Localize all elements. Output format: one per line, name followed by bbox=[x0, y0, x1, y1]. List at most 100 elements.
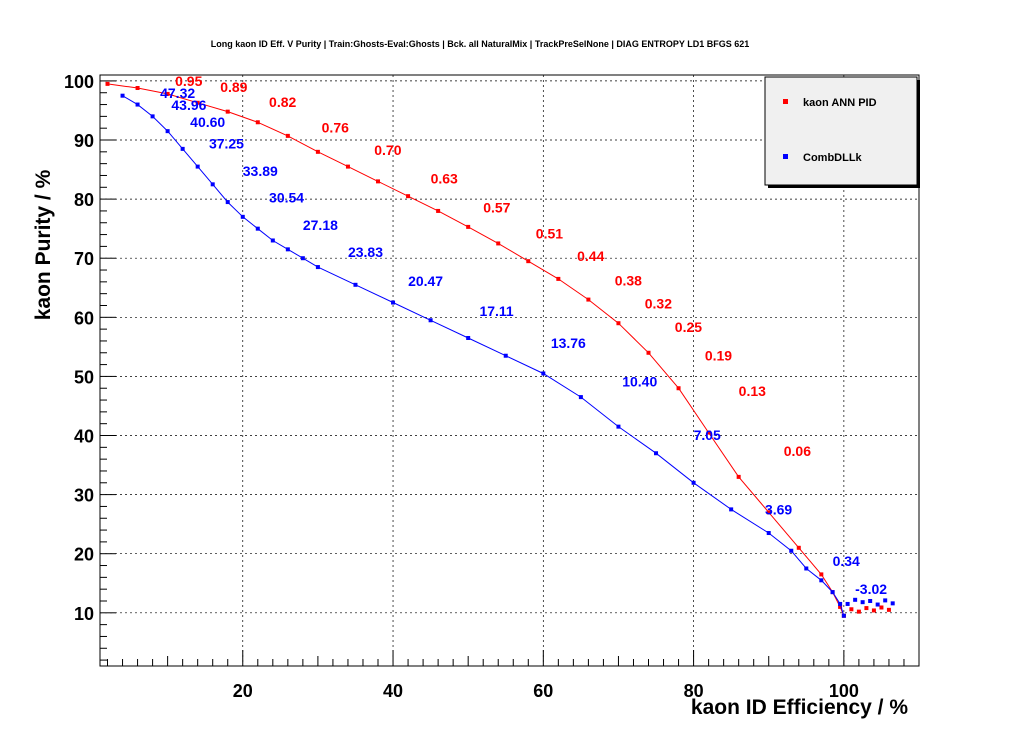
y-tick-label: 70 bbox=[74, 249, 94, 269]
series-line-dllk bbox=[122, 95, 845, 616]
data-point-dllk bbox=[180, 146, 185, 151]
cut-label-ann: 0.76 bbox=[322, 119, 349, 135]
cut-label-ann: 0.38 bbox=[615, 272, 642, 288]
y-tick-label: 100 bbox=[64, 72, 94, 92]
data-point-tail bbox=[871, 608, 876, 613]
y-tick-label: 50 bbox=[74, 367, 94, 387]
data-point-dllk bbox=[225, 200, 230, 205]
y-tick-label: 80 bbox=[74, 190, 94, 210]
data-point-ann bbox=[819, 572, 824, 577]
data-point-dllk bbox=[766, 531, 771, 536]
data-point-tail bbox=[853, 597, 858, 602]
data-point-tail bbox=[849, 607, 854, 612]
data-point-dllk bbox=[165, 129, 170, 134]
data-point-dllk bbox=[300, 256, 305, 261]
x-tick-label: 80 bbox=[684, 681, 704, 701]
data-point-tail bbox=[879, 605, 884, 610]
data-point-dllk bbox=[255, 226, 260, 231]
chart-layer: Long kaon ID Eff. V Purity | Train:Ghost… bbox=[32, 39, 920, 719]
plot-frame bbox=[99, 74, 920, 667]
data-point-dllk bbox=[841, 613, 846, 618]
y-tick-label: 40 bbox=[74, 427, 94, 447]
x-tick-label: 40 bbox=[383, 681, 403, 701]
cut-label-ann: 0.19 bbox=[705, 347, 732, 363]
data-point-ann bbox=[135, 86, 140, 91]
cut-label-dllk: 20.47 bbox=[408, 273, 443, 289]
x-tick-label: 100 bbox=[829, 681, 859, 701]
data-point-tail bbox=[875, 602, 880, 607]
data-point-ann bbox=[376, 179, 381, 184]
data-point-ann bbox=[195, 100, 200, 105]
data-point-dllk bbox=[830, 590, 835, 595]
cut-label-ann: 0.82 bbox=[269, 94, 296, 110]
data-point-ann bbox=[496, 241, 501, 246]
data-point-dllk bbox=[353, 282, 358, 287]
data-point-ann bbox=[736, 474, 741, 479]
data-point-ann bbox=[616, 321, 621, 326]
data-point-dllk bbox=[150, 114, 155, 119]
data-point-dllk bbox=[654, 451, 659, 456]
cut-label-dllk: 33.89 bbox=[243, 163, 278, 179]
data-point-dllk bbox=[135, 102, 140, 107]
cut-label-ann: 0.63 bbox=[431, 171, 458, 187]
data-point-ann bbox=[526, 259, 531, 264]
y-tick-label: 20 bbox=[74, 545, 94, 565]
data-point-tail bbox=[845, 601, 850, 606]
data-point-ann bbox=[285, 133, 290, 138]
data-point-tail bbox=[890, 601, 895, 606]
data-point-ann bbox=[315, 149, 320, 154]
data-point-ann bbox=[165, 91, 170, 96]
data-point-ann bbox=[646, 350, 651, 355]
data-point-ann bbox=[556, 276, 561, 281]
data-point-dllk bbox=[819, 578, 824, 583]
cut-label-dllk: 30.54 bbox=[269, 190, 304, 206]
data-point-ann bbox=[436, 208, 441, 213]
data-point-ann bbox=[676, 386, 681, 391]
data-point-tail bbox=[886, 607, 891, 612]
data-point-dllk bbox=[466, 335, 471, 340]
y-tick-label: 90 bbox=[74, 131, 94, 151]
data-point-tail bbox=[883, 598, 888, 603]
data-point-dllk bbox=[541, 371, 546, 376]
cut-label-dllk: 10.40 bbox=[622, 373, 657, 389]
cut-label-dllk: 27.18 bbox=[303, 217, 338, 233]
data-point-ann bbox=[838, 604, 843, 609]
x-tick-label: 20 bbox=[233, 681, 253, 701]
legend-label: kaon ANN PID bbox=[803, 97, 877, 109]
cut-label-dllk: 23.83 bbox=[348, 244, 383, 260]
chart-title: Long kaon ID Eff. V Purity | Train:Ghost… bbox=[211, 39, 750, 49]
data-point-dllk bbox=[838, 601, 843, 606]
data-point-tail bbox=[860, 600, 865, 605]
cut-label-dllk: 43.96 bbox=[171, 97, 206, 113]
data-point-ann bbox=[466, 224, 471, 229]
data-point-ann bbox=[706, 430, 711, 435]
data-point-dllk bbox=[391, 300, 396, 305]
cut-label-ann: 0.70 bbox=[374, 142, 401, 158]
data-point-tail bbox=[856, 609, 861, 614]
data-point-ann bbox=[796, 545, 801, 550]
legend-label: CombDLLk bbox=[803, 152, 863, 164]
cut-label-dllk: 17.11 bbox=[479, 303, 513, 319]
data-point-ann bbox=[255, 120, 260, 125]
cut-label-dllk: 40.60 bbox=[190, 114, 225, 130]
data-point-dllk bbox=[195, 164, 200, 169]
cut-label-dllk: 47.32 bbox=[160, 85, 195, 101]
cut-label-ann: 0.25 bbox=[675, 319, 702, 335]
cut-label-ann: 0.57 bbox=[483, 200, 510, 216]
data-point-tail bbox=[864, 606, 869, 611]
cut-label-dllk: 3.69 bbox=[765, 502, 792, 518]
data-point-dllk bbox=[240, 214, 245, 219]
cut-label-ann: 0.95 bbox=[175, 73, 202, 89]
x-axis-title: kaon ID Efficiency / % bbox=[691, 696, 908, 719]
data-point-dllk bbox=[578, 395, 583, 400]
cut-label-ann: 0.89 bbox=[220, 79, 247, 95]
y-axis-title: kaon Purity / % bbox=[32, 169, 55, 320]
data-point-ann bbox=[105, 81, 110, 86]
data-point-dllk bbox=[210, 182, 215, 187]
data-point-dllk bbox=[616, 424, 621, 429]
legend-box bbox=[764, 76, 918, 186]
cut-label-ann: 0.13 bbox=[739, 383, 766, 399]
data-point-ann bbox=[586, 297, 591, 302]
series-line-ann bbox=[107, 83, 845, 616]
